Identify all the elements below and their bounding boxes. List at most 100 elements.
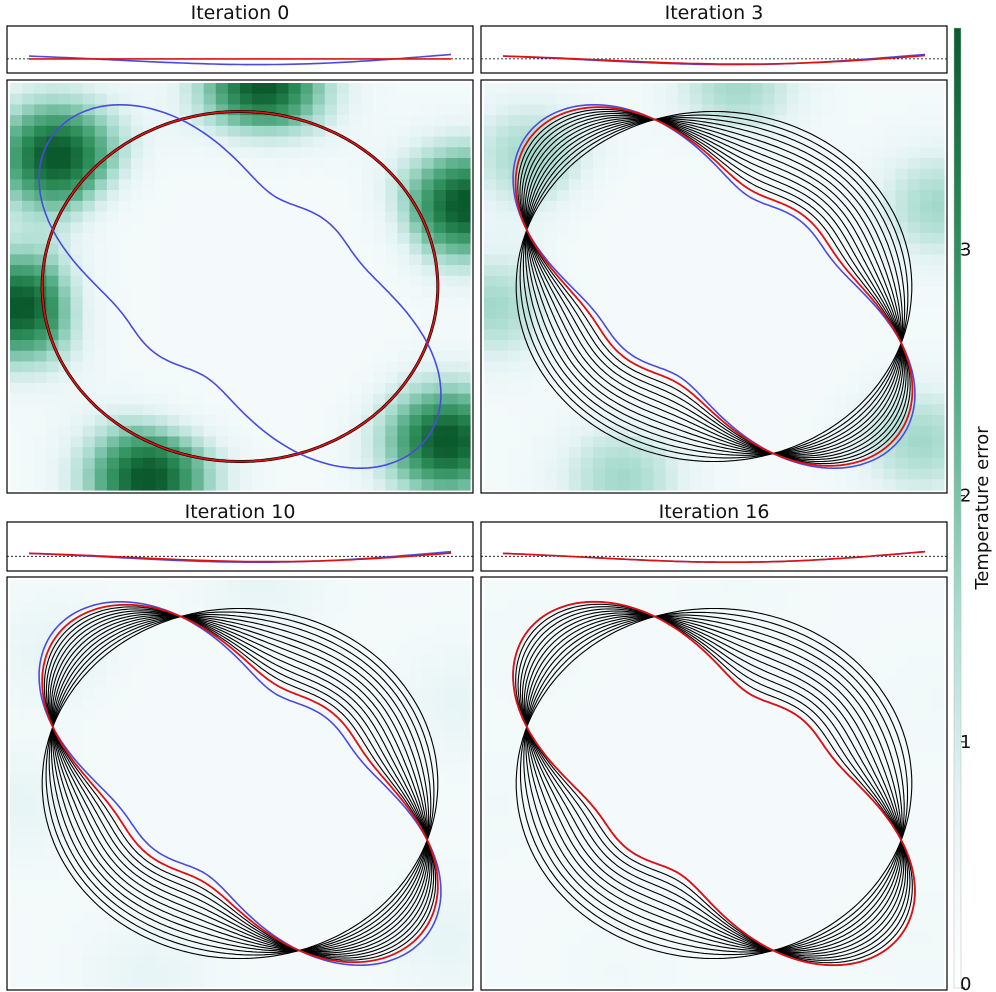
heatmap-cell	[106, 933, 120, 945]
heatmap-cell	[155, 393, 168, 405]
heatmap-cell	[300, 436, 314, 448]
heatmap-cell	[895, 115, 909, 127]
heatmap-cell	[167, 479, 181, 491]
heatmap-cell	[762, 580, 776, 592]
heatmap-cell	[324, 318, 338, 330]
heatmap-cell	[215, 665, 229, 677]
heatmap-cell	[82, 847, 96, 860]
heatmap-cell	[203, 415, 217, 427]
heatmap-cell	[276, 415, 290, 427]
heatmap-cell	[568, 318, 582, 330]
heatmap-cell	[568, 590, 582, 603]
heatmap-cell	[445, 858, 459, 870]
heatmap-cell	[143, 93, 156, 106]
heatmap-cell	[227, 93, 241, 106]
heatmap-cell	[520, 697, 534, 710]
heatmap-cell	[798, 83, 812, 95]
heatmap-cell	[58, 901, 72, 913]
heatmap-cell	[191, 329, 205, 341]
heatmap-cell	[227, 222, 241, 234]
heatmap-cell	[203, 329, 217, 341]
heatmap-cell	[312, 265, 326, 277]
heatmap-cell	[58, 168, 72, 180]
heatmap-cell	[445, 447, 459, 459]
heatmap-cell	[750, 329, 764, 341]
heatmap-cell	[750, 590, 764, 603]
heatmap-cell	[348, 847, 362, 860]
heatmap-cell	[617, 457, 630, 470]
heatmap-cell	[324, 307, 338, 320]
heatmap-cell	[750, 361, 764, 373]
heatmap-cell	[822, 580, 836, 592]
heatmap-cell	[617, 404, 630, 416]
heatmap-cell	[738, 468, 751, 480]
heatmap-cell	[532, 211, 546, 223]
heatmap-cell	[714, 654, 727, 667]
heatmap-cell	[312, 622, 326, 635]
heatmap-cell	[276, 933, 290, 945]
heatmap-cell	[835, 382, 848, 395]
heatmap-cell	[118, 729, 132, 742]
heatmap-cell	[457, 912, 471, 924]
heatmap-cell	[883, 125, 897, 138]
heatmap-cell	[385, 115, 398, 127]
heatmap-cell	[336, 794, 350, 806]
heatmap-cell	[484, 329, 497, 341]
heatmap-cell	[653, 457, 667, 470]
heatmap-cell	[397, 826, 411, 838]
heatmap-cell	[750, 115, 764, 127]
heatmap-cell	[10, 83, 23, 95]
heatmap-cell	[556, 687, 570, 699]
heatmap-cell	[10, 436, 23, 448]
heatmap-cell	[605, 697, 618, 710]
heatmap-cell	[94, 329, 108, 341]
heatmap-cell	[641, 404, 655, 416]
heatmap-cell	[738, 479, 751, 491]
heatmap-cell	[774, 222, 788, 234]
heatmap-cell	[82, 590, 96, 603]
heatmap-cell	[215, 168, 229, 180]
heatmap-cell	[750, 125, 764, 138]
heatmap-cell	[22, 83, 35, 95]
heatmap-cell	[203, 644, 217, 656]
heatmap-cell	[82, 415, 96, 427]
heatmap-cell	[750, 654, 764, 667]
heatmap-cell	[131, 83, 144, 95]
heatmap-cell	[276, 762, 290, 774]
heatmap-cell	[131, 858, 144, 870]
heatmap-cell	[276, 190, 290, 202]
heatmap-cell	[131, 340, 144, 352]
heatmap-cell	[457, 479, 471, 491]
heatmap-cell	[689, 393, 703, 405]
heatmap-cell	[155, 93, 168, 106]
heatmap-cell	[556, 125, 570, 138]
heatmap-cell	[445, 468, 459, 480]
heatmap-cell	[118, 912, 132, 924]
heatmap-cell	[397, 447, 411, 459]
heatmap-cell	[58, 837, 72, 849]
heatmap-cell	[762, 708, 776, 720]
heatmap-cell	[118, 826, 132, 838]
heatmap-cell	[568, 83, 582, 95]
heatmap-cell	[786, 404, 800, 416]
heatmap-cell	[409, 211, 423, 223]
heatmap-cell	[556, 622, 570, 635]
heatmap-cell	[665, 157, 679, 170]
heatmap-cell	[433, 265, 447, 277]
heatmap-cell	[34, 944, 47, 956]
heatmap-cell	[677, 436, 691, 448]
heatmap-cell	[106, 879, 120, 892]
heatmap-cell	[457, 954, 471, 967]
heatmap-cell	[361, 783, 374, 795]
heatmap-cell	[10, 740, 23, 752]
heatmap-cell	[457, 115, 471, 127]
heatmap-cell	[738, 729, 751, 742]
heatmap-cell	[288, 879, 302, 892]
heatmap-cell	[167, 200, 181, 213]
heatmap-cell	[774, 254, 788, 266]
heatmap-cell	[919, 265, 933, 277]
heatmap-cell	[118, 382, 132, 395]
heatmap-cell	[871, 222, 885, 234]
heatmap-cell	[726, 415, 739, 427]
heatmap-cell	[167, 168, 181, 180]
